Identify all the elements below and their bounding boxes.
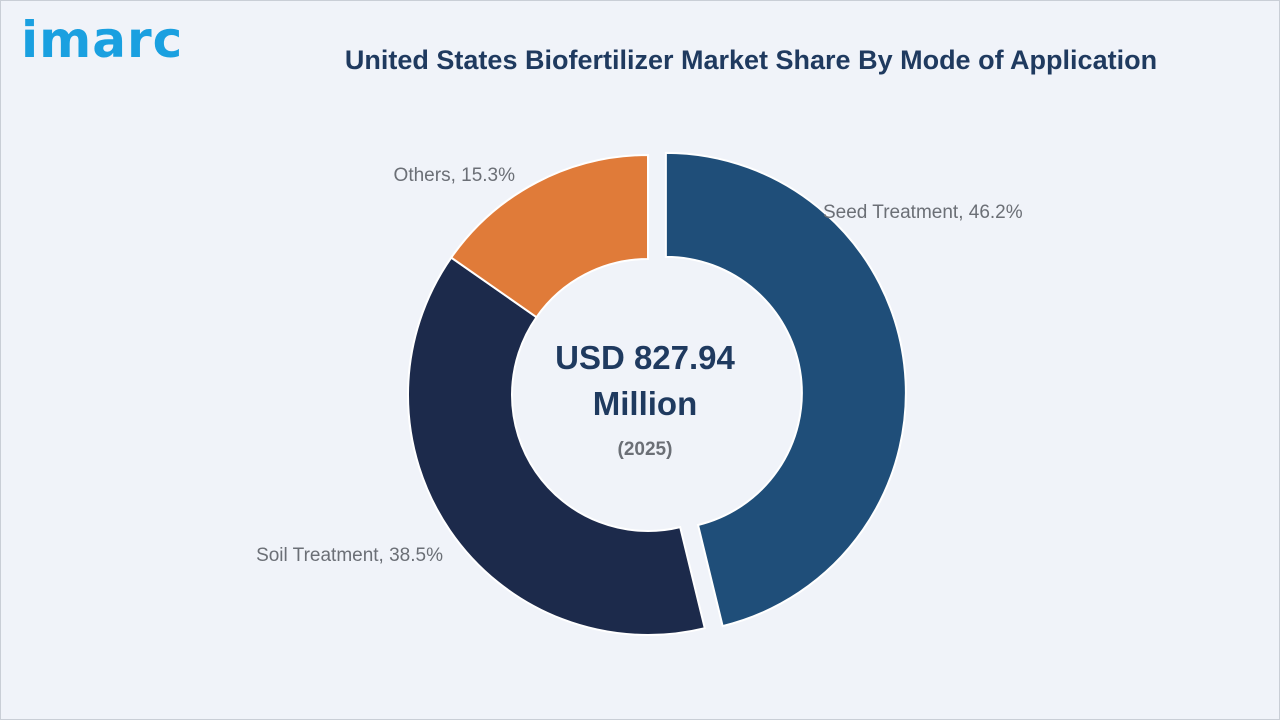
label-others: Others, 15.3% (394, 165, 516, 186)
slice-soil-treatment (407, 256, 706, 636)
imarc-logo: imarc (21, 11, 184, 69)
center-value: USD 827.94 (555, 339, 735, 376)
label-soil-treatment: Soil Treatment, 38.5% (256, 545, 443, 566)
center-unit: Million (593, 385, 697, 422)
slice-others (449, 153, 649, 319)
slice-seed-treatment (664, 151, 907, 628)
label-seed-treatment: Seed Treatment, 46.2% (823, 202, 1023, 223)
donut-slices (407, 151, 907, 636)
chart-title: United States Biofertilizer Market Share… (344, 45, 1158, 75)
center-year: (2025) (618, 439, 673, 460)
slice-labels: Seed Treatment, 46.2% Soil Treatment, 38.… (256, 165, 1023, 566)
